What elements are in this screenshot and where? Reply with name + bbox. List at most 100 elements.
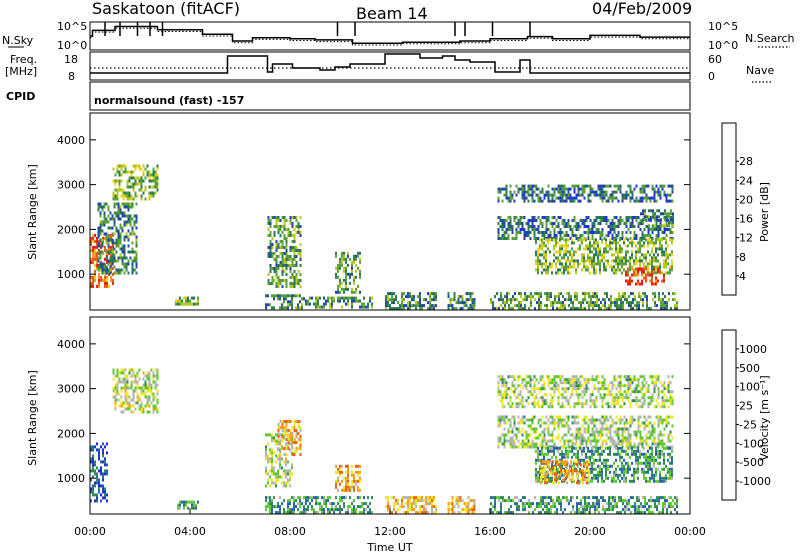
heatmap-cell [122, 371, 125, 375]
heatmap-cell [633, 378, 636, 382]
heatmap-cell [650, 307, 652, 311]
heatmap-cell [492, 511, 494, 515]
heatmap-cell [612, 499, 614, 503]
heatmap-cell [653, 256, 655, 260]
heatmap-cell [154, 185, 157, 189]
heatmap-cell [146, 398, 149, 402]
heatmap-cell [607, 405, 610, 409]
heatmap-cell [607, 393, 610, 397]
heatmap-cell [121, 247, 124, 251]
heatmap-cell [281, 240, 284, 243]
heatmap-cell [503, 225, 506, 228]
heatmap-cell [497, 415, 500, 419]
heatmap-cell [662, 304, 664, 308]
heatmap-cell [621, 234, 624, 237]
heatmap-cell [551, 196, 554, 200]
heatmap-cell [643, 187, 646, 191]
heatmap-cell [117, 229, 120, 233]
heatmap-cell [313, 496, 315, 500]
heatmap-cell [622, 304, 624, 308]
heatmap-cell [299, 285, 302, 288]
heatmap-cell [401, 502, 403, 506]
heatmap-cell [569, 445, 572, 449]
heatmap-cell [564, 496, 566, 500]
heatmap-cell [103, 223, 106, 227]
heatmap-cell [287, 499, 289, 503]
heatmap-cell [305, 499, 307, 503]
heatmap-cell [401, 304, 403, 308]
heatmap-cell [611, 247, 613, 251]
heatmap-cell [648, 215, 650, 219]
heatmap-cell [291, 432, 294, 435]
heatmap-cell [518, 301, 520, 305]
heatmap-cell [565, 253, 567, 257]
heatmap-cell [409, 505, 411, 509]
heatmap-cell [293, 252, 296, 255]
heatmap-cell [611, 418, 614, 422]
heatmap-cell [90, 445, 92, 449]
heatmap-cell [621, 436, 624, 440]
heatmap-cell [615, 430, 618, 434]
heatmap-cell [567, 222, 570, 225]
heatmap-cell [503, 396, 506, 400]
heatmap-cell [639, 228, 642, 231]
heatmap-cell [537, 193, 540, 197]
heatmap-cell [413, 304, 415, 308]
heatmap-cell [669, 433, 672, 437]
freq-right-tick-top: 60 [708, 53, 722, 66]
heatmap-cell [449, 301, 452, 305]
heatmap-cell [546, 307, 548, 311]
heatmap-cell [269, 508, 271, 512]
heatmap-cell [635, 445, 638, 449]
heatmap-cell [659, 244, 661, 248]
heatmap-cell [465, 502, 468, 506]
heatmap-cell [500, 505, 502, 509]
heatmap-cell [523, 199, 526, 203]
heatmap-cell [567, 190, 570, 194]
heatmap-cell [307, 496, 309, 500]
heatmap-cell [339, 470, 341, 474]
heatmap-cell [659, 415, 662, 419]
heatmap-cell [561, 387, 564, 391]
heatmap-cell [343, 287, 345, 291]
heatmap-cell [103, 232, 106, 236]
heatmap-cell [103, 202, 106, 206]
heatmap-cell [283, 484, 285, 488]
ytick-label: 2000 [57, 223, 85, 236]
heatmap-cell [283, 246, 286, 249]
heatmap-cell [509, 216, 512, 219]
heatmap-cell [291, 222, 294, 225]
heatmap-cell [635, 271, 637, 275]
heatmap-cell [415, 502, 417, 506]
heatmap-cell [311, 508, 313, 512]
heatmap-cell [591, 402, 594, 406]
heatmap-cell [503, 237, 506, 240]
heatmap-cell [269, 222, 272, 225]
heatmap-cell [283, 432, 286, 435]
heatmap-cell [612, 508, 614, 512]
heatmap-cell [355, 464, 357, 468]
heatmap-cell [119, 235, 122, 239]
heatmap-cell [447, 307, 450, 311]
heatmap-cell [411, 298, 413, 302]
heatmap-cell [287, 460, 289, 464]
heatmap-cell [90, 469, 92, 473]
heatmap-cell [591, 415, 594, 419]
heatmap-cell [547, 418, 550, 422]
heatmap-cell [669, 265, 671, 269]
heatmap-cell [647, 430, 650, 434]
heatmap-cell [583, 219, 586, 222]
heatmap-cell [505, 421, 508, 425]
heatmap-cell [343, 299, 345, 303]
heatmap-cell [522, 508, 524, 512]
heatmap-cell [293, 423, 296, 426]
heatmap-cell [146, 389, 149, 393]
heatmap-cell [107, 262, 110, 266]
heatmap-cell [655, 415, 658, 419]
heatmap-cell [277, 447, 280, 450]
heatmap-cell [529, 193, 532, 197]
heatmap-cell [541, 375, 544, 379]
heatmap-cell [579, 427, 582, 431]
heatmap-cell [541, 262, 543, 266]
heatmap-cell [525, 384, 528, 388]
